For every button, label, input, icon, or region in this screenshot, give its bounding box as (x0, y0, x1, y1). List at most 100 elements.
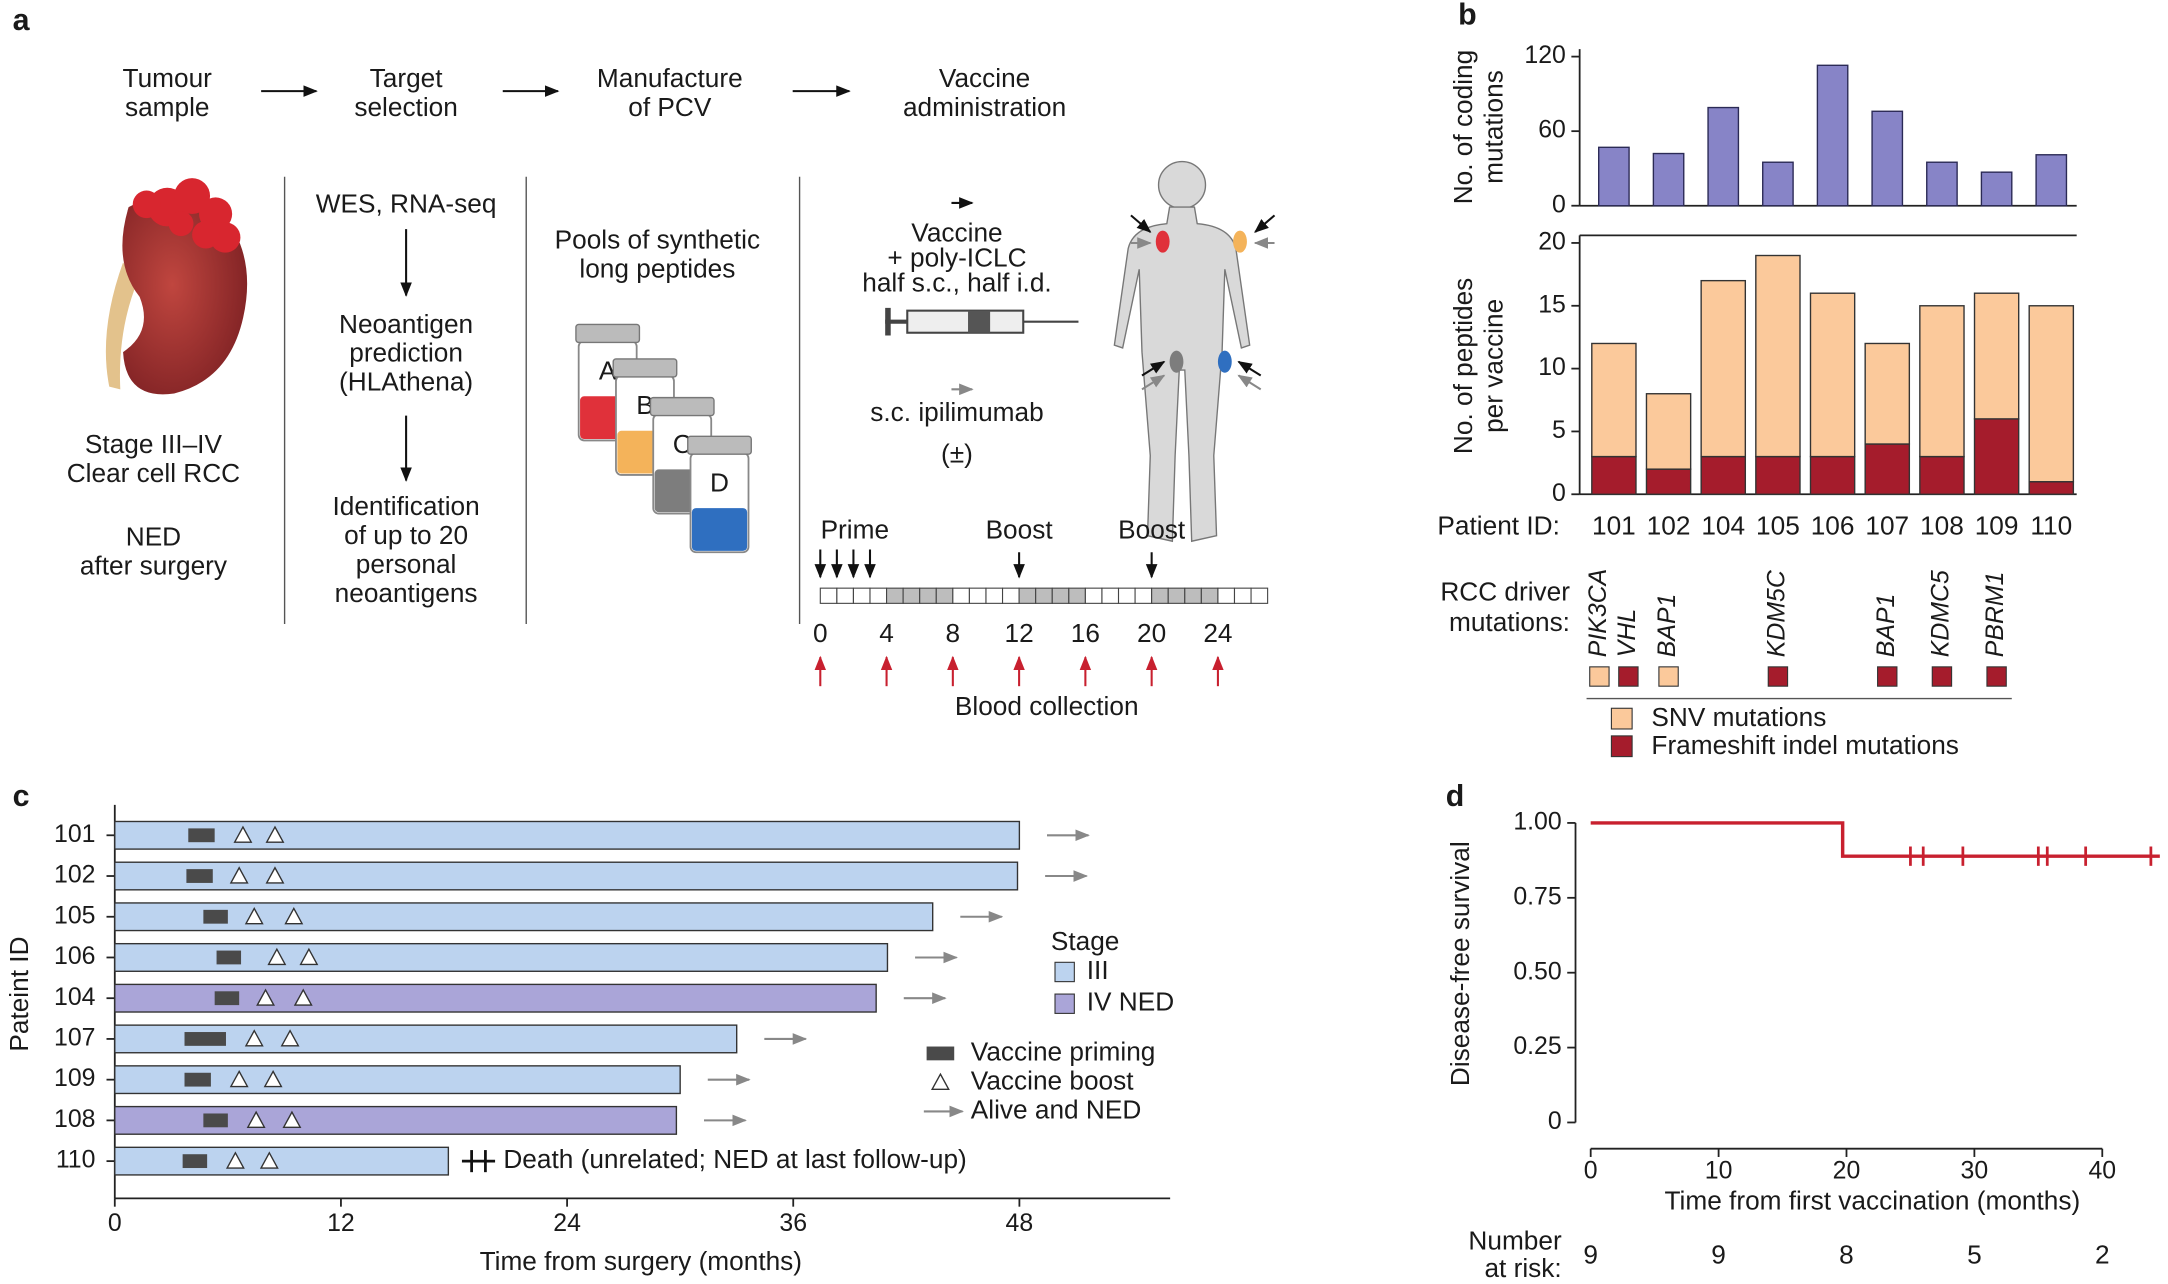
timeline-cell (1084, 587, 1103, 604)
driver-square (1658, 666, 1679, 687)
y-tick-label: 1.00 (1513, 808, 1561, 835)
step-label: Target (370, 63, 444, 93)
legend-swatch (1610, 735, 1633, 758)
driver-gene: KDMC5 (1927, 570, 1954, 657)
bar-segment (1700, 279, 1747, 458)
priming-mark (203, 909, 228, 924)
boost-mark (233, 825, 253, 843)
legend-title: Stage (1051, 926, 1120, 956)
swimmer-bar (114, 942, 889, 972)
selection-text: WES, RNA-seq (316, 189, 497, 219)
swimmer-bar (114, 1105, 678, 1135)
panel-label: d (1446, 780, 1465, 813)
driver-gene: BAP1 (1873, 594, 1900, 658)
x-tick-label: 108 (1920, 510, 1964, 540)
boost-mark (265, 866, 285, 884)
timeline-cell (1151, 587, 1169, 604)
step-label: Vaccine (939, 63, 1030, 93)
boost-mark (244, 907, 264, 925)
vaccine-text: Vaccine (911, 218, 1002, 248)
timeline-tick: 20 (1137, 618, 1166, 648)
bar (1871, 110, 1904, 207)
timeline-cell (886, 587, 904, 604)
driver-square (1618, 666, 1639, 687)
ipilimumab-text: s.c. ipilimumab (870, 397, 1043, 427)
x-tick-label: 0 (108, 1210, 122, 1237)
vaccine-text: half s.c., half i.d. (862, 267, 1051, 297)
panel-label: b (1458, 0, 1477, 32)
x-tick-label: 30 (1961, 1158, 1989, 1185)
step-label: of PCV (628, 92, 712, 122)
x-tick-label: 10 (1705, 1158, 1733, 1185)
driver-gene: KDM5C (1763, 569, 1790, 657)
timeline-tick: 12 (1005, 618, 1034, 648)
boost-mark (280, 1029, 300, 1047)
timeline-cell (968, 587, 987, 604)
prime-label: Prime (821, 514, 889, 544)
bar-segment (1755, 455, 1801, 495)
driver-gene: PBRM1 (1982, 572, 2009, 658)
timeline-cell (819, 587, 838, 604)
y-tick-label: 106 (54, 943, 95, 970)
bar-segment (1919, 455, 1965, 495)
legend-label: SNV mutations (1651, 702, 1826, 732)
selection-text: Neoantigen (339, 309, 473, 339)
timeline-cell (1200, 587, 1219, 604)
vial-label: C (673, 429, 692, 459)
boost-mark (244, 1029, 264, 1047)
priming-mark (188, 828, 215, 843)
x-tick-label: 24 (553, 1210, 581, 1237)
x-axis-label: Time from first vaccination (months) (1664, 1185, 2080, 1215)
swimmer-bar (114, 983, 877, 1013)
driver-square (1931, 666, 1953, 687)
boost-mark (267, 947, 287, 966)
selection-text: neoantigens (335, 578, 478, 608)
bar-segment (1864, 342, 1911, 445)
y-tick-label: 110 (56, 1147, 96, 1174)
bar (2035, 154, 2068, 207)
boost-mark (256, 988, 276, 1006)
driver-gene: PIK3CA (1585, 569, 1612, 657)
selection-text: of up to 20 (344, 520, 468, 550)
boost-label: Boost (986, 514, 1054, 544)
kidney-illustration (105, 178, 248, 395)
at-risk-value: 8 (1839, 1239, 1854, 1269)
boost-mark (299, 947, 319, 966)
vial-cap (612, 358, 678, 378)
x-tick-label: 102 (1647, 510, 1691, 540)
at-risk-label: Number (1468, 1226, 1562, 1256)
timeline-cell (1233, 587, 1252, 604)
vial-liquid (691, 508, 748, 551)
boost-mark (225, 1151, 245, 1169)
bar (1816, 64, 1849, 207)
bar (1926, 161, 1958, 207)
swimmer-bar (114, 861, 1019, 891)
timeline-cell (1117, 587, 1136, 604)
x-tick-label: 48 (1006, 1210, 1034, 1237)
boost-mark (293, 988, 313, 1006)
at-risk-label: at risk: (1484, 1253, 1561, 1283)
legend-label: IV NED (1087, 987, 1174, 1017)
survival-line (1590, 821, 2160, 858)
y-tick-label: 107 (54, 1024, 95, 1051)
x-tick-label: 36 (779, 1210, 807, 1237)
timeline-cell (1001, 587, 1020, 604)
vial-label: A (599, 356, 617, 386)
vial-cap (575, 323, 641, 344)
boost-mark (263, 1069, 283, 1088)
x-tick-label: 40 (2088, 1158, 2116, 1185)
step-label: administration (903, 92, 1066, 122)
boost-mark (246, 1110, 266, 1128)
driver-gene: VHL (1614, 609, 1641, 657)
y-axis-label: per vaccine (1478, 299, 1508, 433)
bar-segment (1591, 455, 1637, 495)
bar (1598, 146, 1630, 207)
timeline-tick: 8 (946, 618, 961, 648)
priming-mark (203, 1113, 228, 1128)
timeline-cell (852, 587, 871, 604)
bar-segment (1864, 443, 1911, 495)
vial-label-bg (698, 466, 741, 503)
legend-label: Frameshift indel mutations (1651, 730, 1958, 760)
timeline-cell (836, 587, 854, 604)
timeline-cell (1051, 587, 1070, 604)
